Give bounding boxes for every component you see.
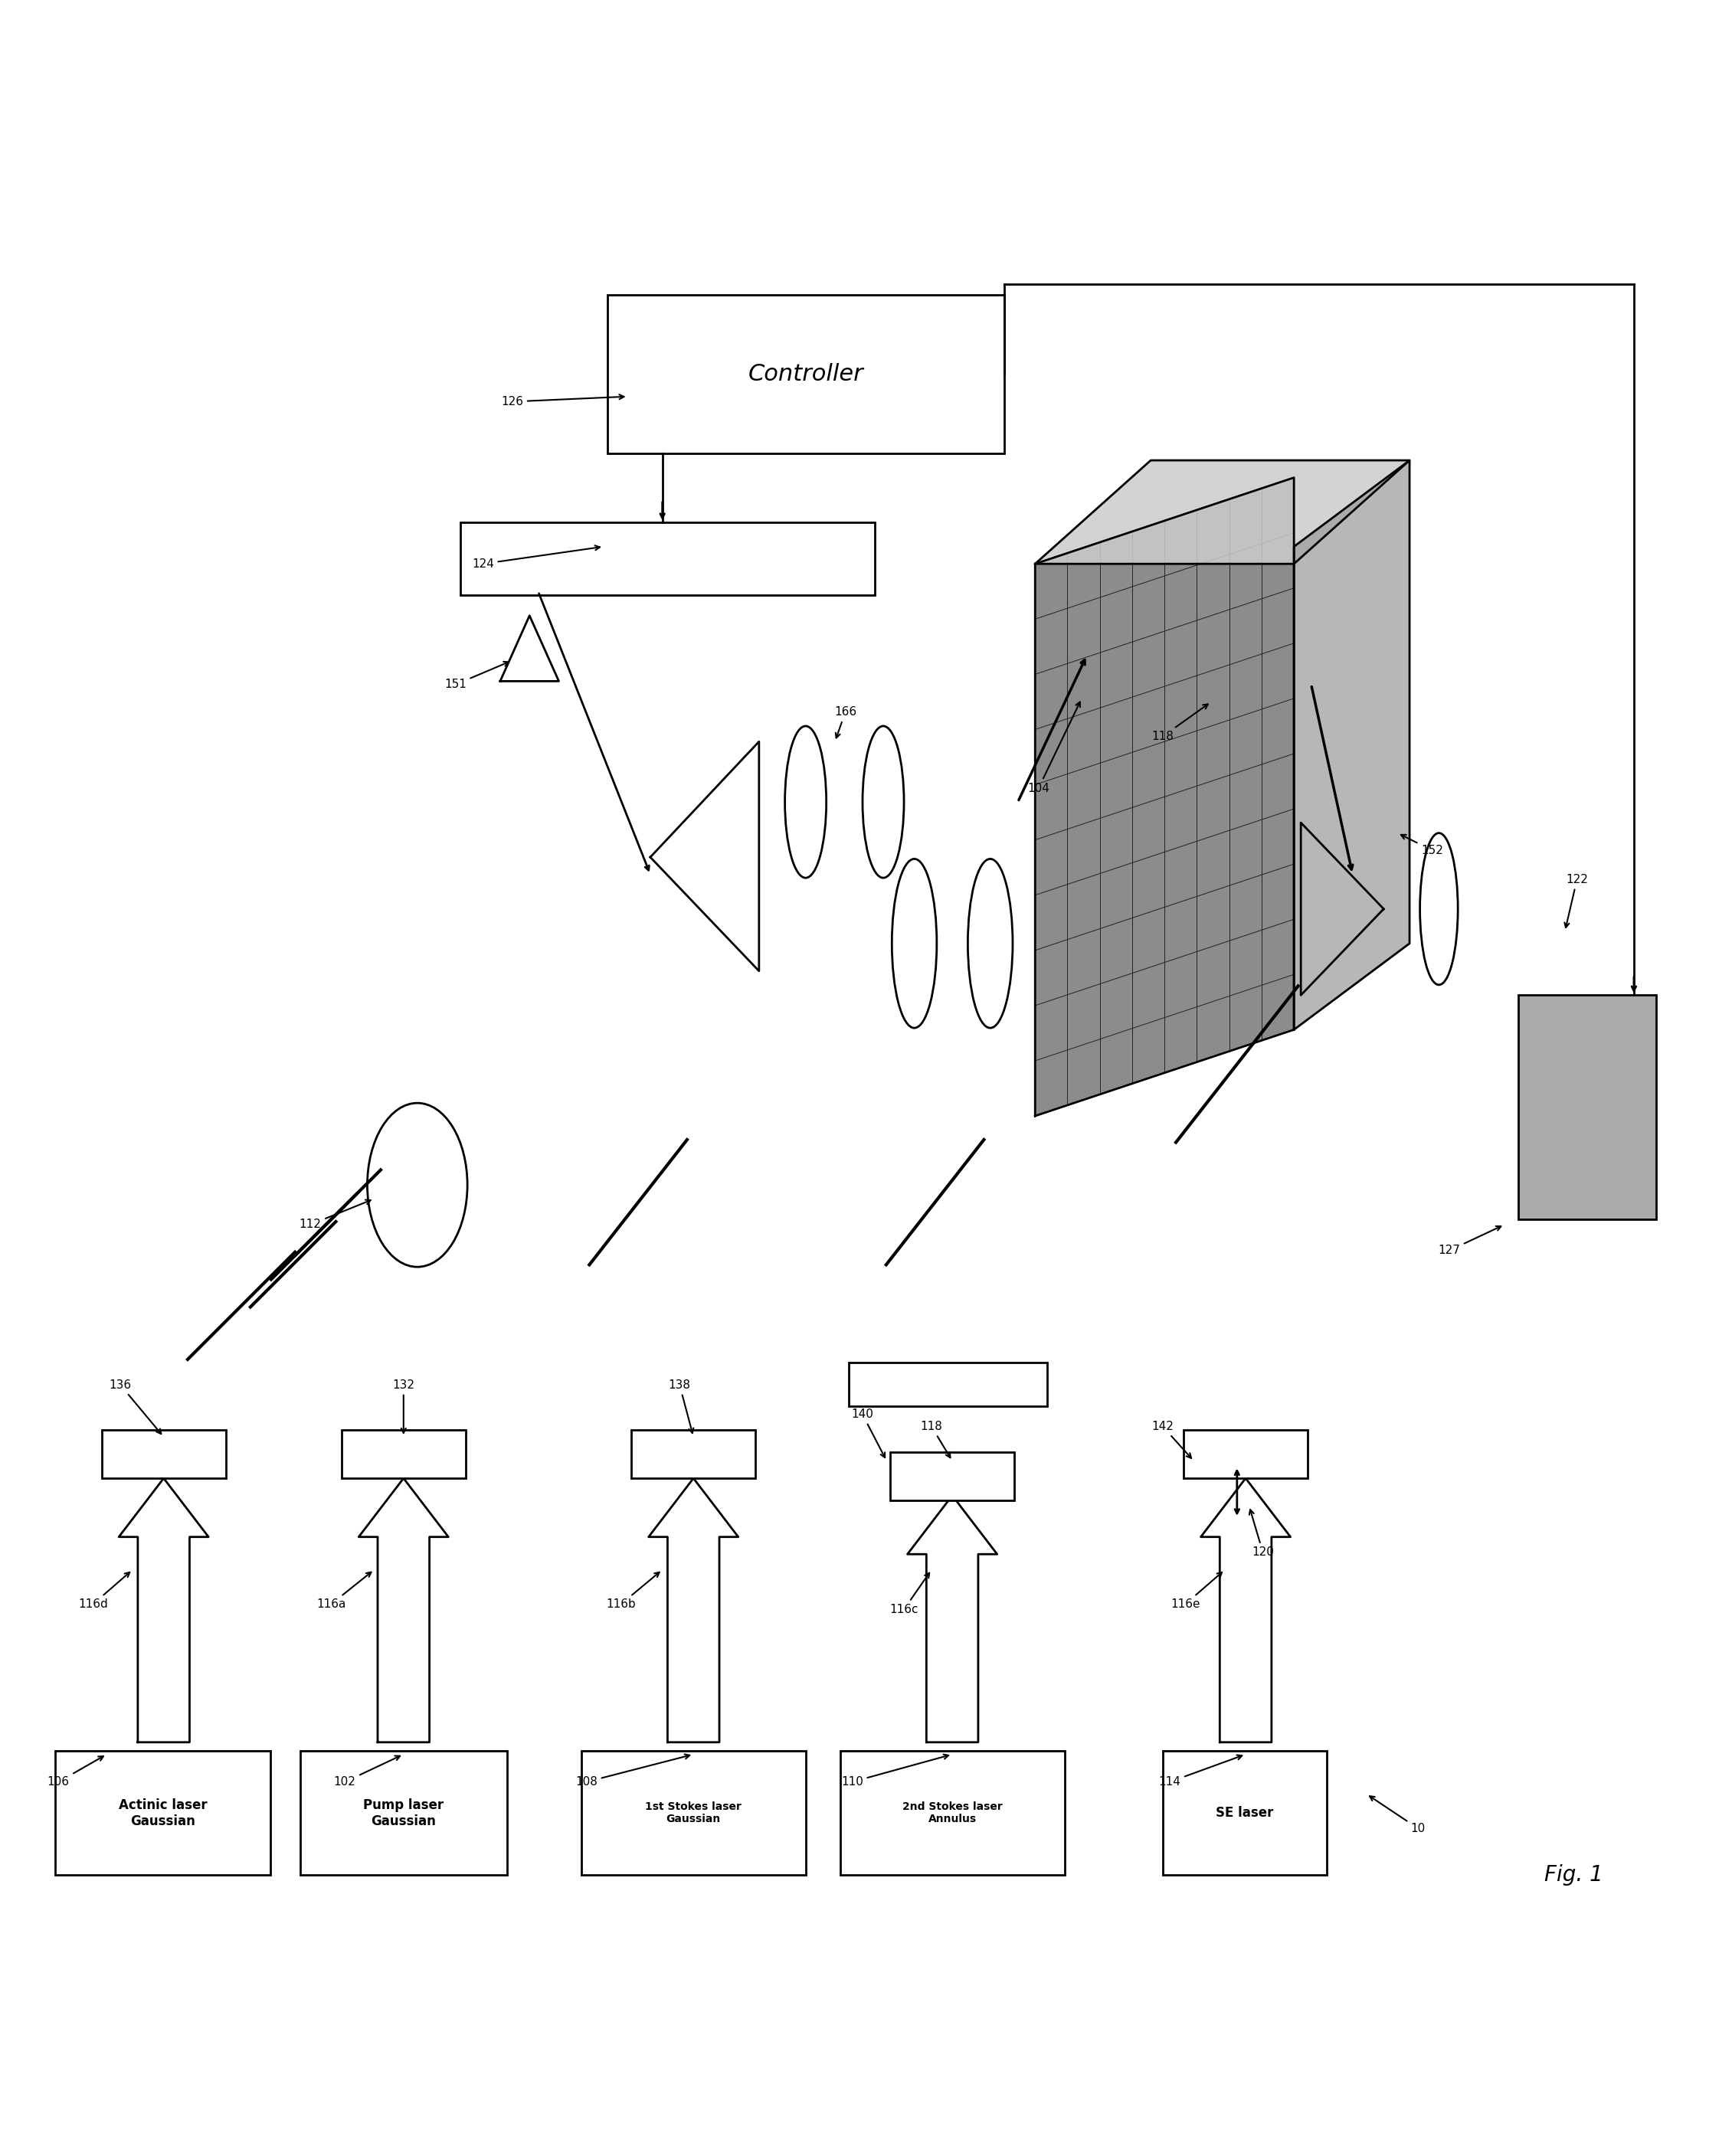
Text: 127: 127 [1438, 1227, 1502, 1257]
Text: 104: 104 [1027, 703, 1081, 793]
Text: 120: 120 [1249, 1509, 1275, 1559]
Ellipse shape [785, 727, 826, 877]
Bar [849, 1363, 1048, 1406]
Text: 136: 136 [109, 1380, 161, 1434]
Bar [582, 1751, 805, 1876]
Text: 106: 106 [47, 1757, 104, 1787]
Text: 102: 102 [334, 1755, 400, 1787]
Text: 112: 112 [300, 1201, 371, 1231]
Text: 166: 166 [835, 707, 856, 737]
Text: 118: 118 [1152, 705, 1207, 742]
Text: 108: 108 [575, 1755, 689, 1787]
Text: Pump laser
Gaussian: Pump laser Gaussian [364, 1798, 443, 1828]
Polygon shape [120, 1479, 208, 1742]
Text: 116e: 116e [1171, 1572, 1223, 1611]
Text: 138: 138 [669, 1380, 693, 1434]
Text: 110: 110 [842, 1755, 949, 1787]
Text: 116d: 116d [78, 1572, 130, 1611]
Bar [1519, 996, 1656, 1220]
Bar [840, 1751, 1065, 1876]
Text: 10: 10 [1370, 1796, 1425, 1835]
Text: 124: 124 [471, 545, 599, 569]
Text: 116a: 116a [317, 1572, 371, 1611]
Polygon shape [650, 742, 759, 970]
Text: 116c: 116c [890, 1574, 930, 1615]
Text: 2nd Stokes laser
Annulus: 2nd Stokes laser Annulus [902, 1802, 1003, 1824]
Text: Fig. 1: Fig. 1 [1545, 1865, 1602, 1886]
Text: 118: 118 [920, 1421, 951, 1457]
Bar [55, 1751, 270, 1876]
Bar [890, 1453, 1015, 1501]
Bar [1162, 1751, 1327, 1876]
Ellipse shape [892, 858, 937, 1028]
Ellipse shape [367, 1104, 468, 1268]
Ellipse shape [968, 858, 1013, 1028]
Text: 1st Stokes laser
Gaussian: 1st Stokes laser Gaussian [646, 1802, 741, 1824]
Polygon shape [1294, 461, 1410, 1031]
Polygon shape [1301, 824, 1384, 996]
Polygon shape [1036, 479, 1294, 1117]
Ellipse shape [863, 727, 904, 877]
Ellipse shape [1420, 832, 1458, 985]
Polygon shape [1036, 461, 1410, 565]
Text: 152: 152 [1401, 834, 1443, 856]
Text: Actinic laser
Gaussian: Actinic laser Gaussian [118, 1798, 208, 1828]
Text: 132: 132 [393, 1380, 414, 1434]
Bar [102, 1429, 225, 1479]
Bar [632, 1429, 755, 1479]
Bar [461, 522, 875, 595]
Bar [341, 1429, 466, 1479]
Text: 151: 151 [443, 662, 509, 690]
Bar [1183, 1429, 1308, 1479]
Text: 142: 142 [1152, 1421, 1192, 1457]
Polygon shape [908, 1496, 998, 1742]
Polygon shape [501, 617, 559, 681]
Bar [300, 1751, 507, 1876]
Text: 116b: 116b [606, 1572, 660, 1611]
Text: 114: 114 [1159, 1755, 1242, 1787]
Polygon shape [1200, 1479, 1290, 1742]
Text: Controller: Controller [748, 362, 863, 386]
Text: 126: 126 [501, 395, 624, 407]
Text: 122: 122 [1564, 873, 1588, 927]
Text: SE laser: SE laser [1216, 1807, 1273, 1820]
Text: 140: 140 [852, 1408, 885, 1457]
Polygon shape [359, 1479, 449, 1742]
Polygon shape [648, 1479, 738, 1742]
Bar [608, 295, 1005, 453]
